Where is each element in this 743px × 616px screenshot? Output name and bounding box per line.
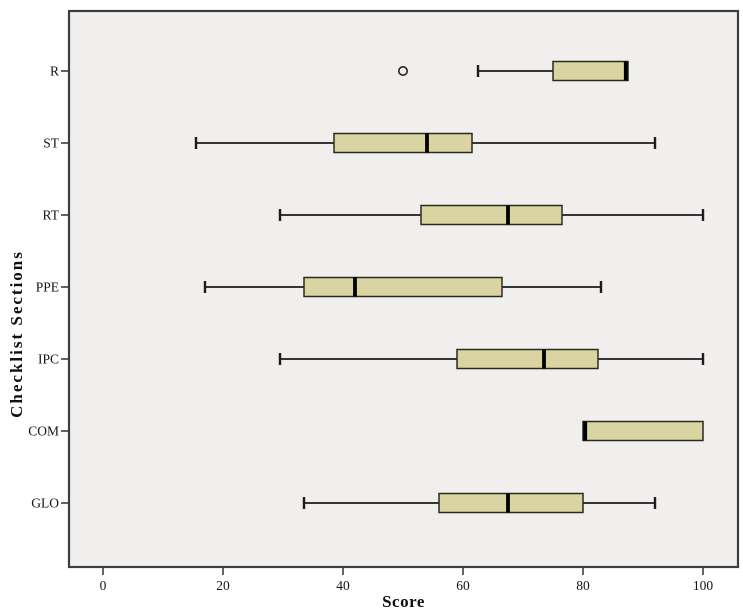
x-tick-label: 40	[336, 578, 350, 593]
y-tick-label: ST	[43, 136, 60, 151]
y-tick-ST: ST	[43, 136, 69, 151]
x-tick-label: 80	[576, 578, 590, 593]
x-tick-label: 60	[456, 578, 470, 593]
x-tick-label: 20	[216, 578, 230, 593]
y-tick-PPE: PPE	[36, 280, 69, 295]
x-tick-label: 0	[100, 578, 107, 593]
iqr-box	[420, 204, 563, 226]
iqr-box	[333, 132, 473, 154]
y-tick-R: R	[50, 64, 69, 79]
x-tick-label: 100	[693, 578, 714, 593]
x-tick-0: 0	[100, 568, 107, 593]
box-row-PPE	[203, 276, 603, 298]
box-row-GLO	[302, 492, 657, 514]
box-row-COM	[582, 420, 704, 442]
y-tick-label: RT	[43, 208, 60, 223]
box-row-R	[397, 60, 629, 82]
x-tick-20: 20	[216, 568, 230, 593]
x-tick-100: 100	[693, 568, 714, 593]
y-tick-label: COM	[28, 424, 59, 439]
y-tick-IPC: IPC	[38, 352, 69, 367]
iqr-box	[303, 276, 503, 298]
y-tick-label: IPC	[38, 352, 59, 367]
x-tick-80: 80	[576, 568, 590, 593]
box-row-RT	[278, 204, 705, 226]
y-tick-COM: COM	[28, 424, 69, 439]
x-tick-40: 40	[336, 568, 350, 593]
y-axis-title: Checklist Sections	[7, 250, 26, 418]
iqr-box	[456, 348, 599, 370]
iqr-box	[552, 60, 629, 82]
outlier-point	[397, 66, 408, 77]
y-tick-RT: RT	[43, 208, 69, 223]
y-tick-label: R	[50, 64, 59, 79]
x-axis-title: Score	[382, 592, 425, 611]
y-tick-label: GLO	[31, 496, 59, 511]
iqr-box	[582, 420, 704, 442]
y-tick-label: PPE	[36, 280, 59, 295]
iqr-box	[438, 492, 584, 514]
x-tick-60: 60	[456, 568, 470, 593]
box-row-IPC	[278, 348, 705, 370]
box-row-ST	[194, 132, 657, 154]
y-tick-GLO: GLO	[31, 496, 69, 511]
